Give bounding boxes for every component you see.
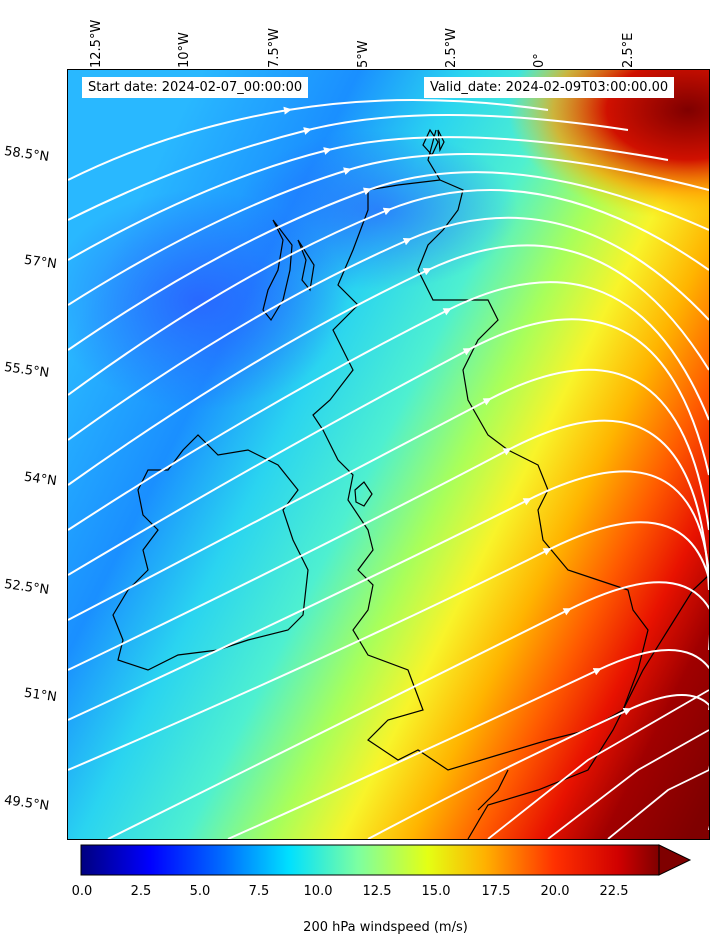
coastlines <box>112 128 709 839</box>
colorbar-tick: 20.0 <box>540 884 570 899</box>
lat-label-55-5n: 55.5°N <box>3 359 50 382</box>
colorbar-tick: 12.5 <box>362 884 392 899</box>
colorbar-tick: 7.5 <box>248 884 270 899</box>
wind-map <box>67 69 710 840</box>
lat-label-51n: 51°N <box>23 685 58 706</box>
lat-label-54n: 54°N <box>23 469 58 490</box>
colorbar-tick: 0.0 <box>71 884 93 899</box>
lat-label-49-5n: 49.5°N <box>3 792 50 815</box>
start-date-label: Start date: 2024-02-07_00:00:00 <box>82 77 309 98</box>
colorbar-tick: 17.5 <box>481 884 511 899</box>
lon-label-2-5e: 2.5°E <box>621 32 636 68</box>
colorbar-tick: 10.0 <box>303 884 333 899</box>
colorbar-gradient <box>80 844 660 876</box>
colorbar-label: 200 hPa windspeed (m/s) <box>303 920 468 935</box>
lon-label-10w: 10°W <box>177 32 192 68</box>
lat-label-57n: 57°N <box>23 252 58 273</box>
colorbar-tick: 22.5 <box>599 884 629 899</box>
colorbar-tick: 5.0 <box>189 884 211 899</box>
lat-label-58-5n: 58.5°N <box>3 143 50 166</box>
colorbar-tick: 15.0 <box>421 884 451 899</box>
streamlines-southeast <box>487 689 709 839</box>
lon-label-0: 0° <box>532 53 547 68</box>
lon-label-2-5w: 2.5°W <box>444 27 459 68</box>
lon-label-7-5w: 7.5°W <box>267 27 282 68</box>
streamlines <box>68 99 709 839</box>
colorbar-tick: 2.5 <box>130 884 152 899</box>
lon-label-12-5w: 12.5°W <box>89 19 104 68</box>
jet-core-northeast <box>508 70 709 220</box>
colorbar <box>80 844 692 876</box>
lat-label-52-5n: 52.5°N <box>3 576 50 599</box>
valid-date-label: Valid_date: 2024-02-09T03:00:00.00 <box>424 77 675 98</box>
colorbar-extend-arrow <box>658 844 692 876</box>
low-wind-region-north <box>238 130 518 290</box>
lon-label-5w: 5°W <box>356 40 371 68</box>
wind-field-svg <box>68 70 709 839</box>
